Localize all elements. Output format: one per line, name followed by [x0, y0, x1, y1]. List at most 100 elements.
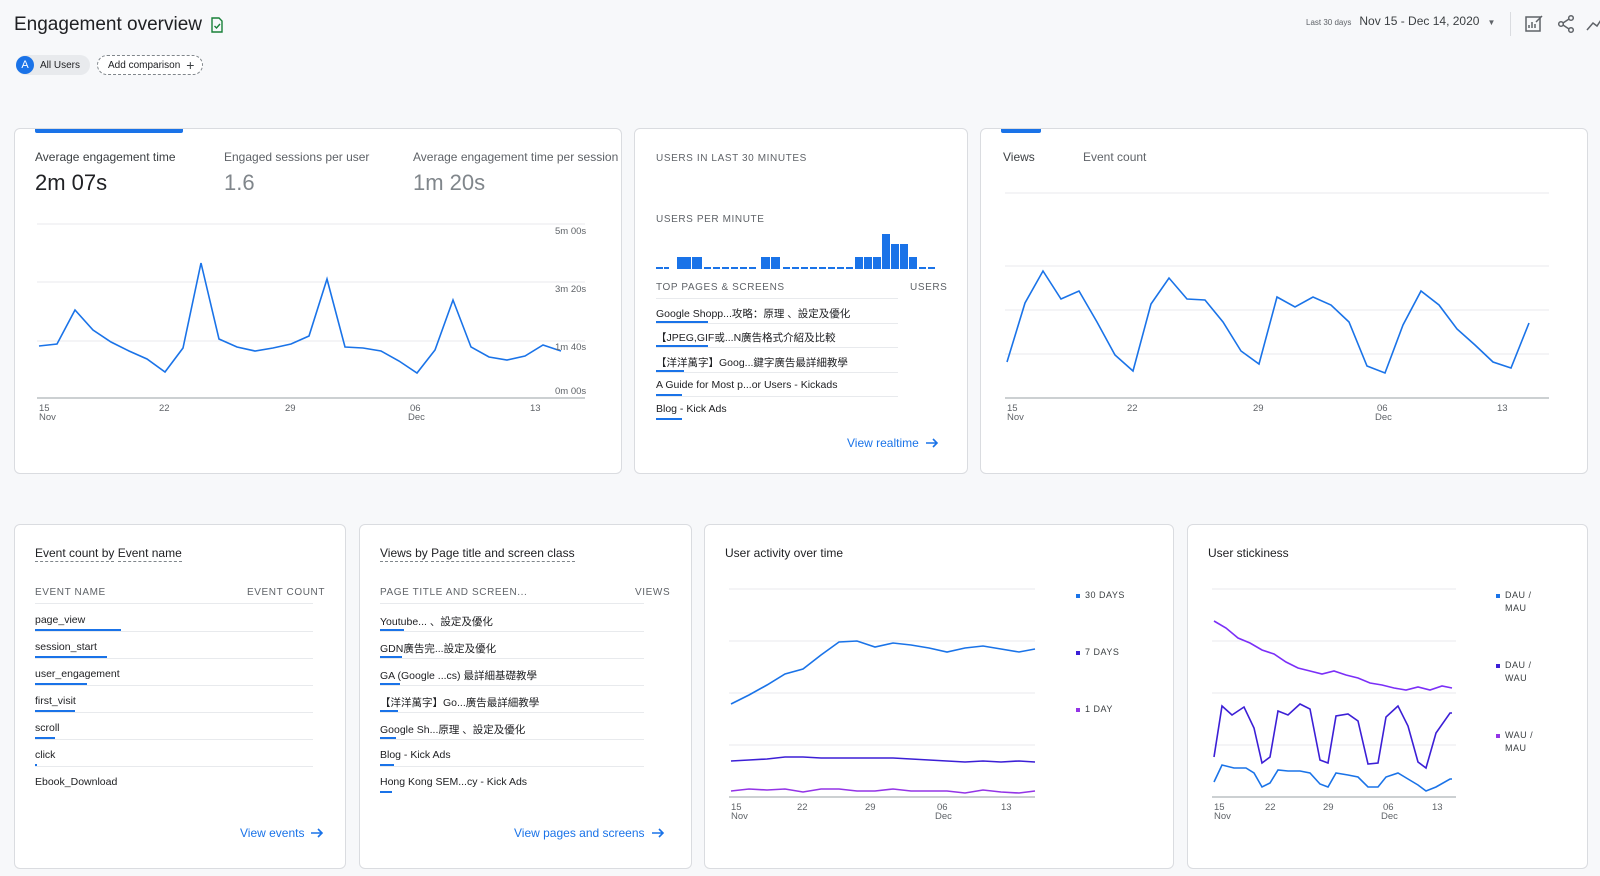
x-tick-month: Dec [1375, 412, 1392, 423]
views-card: Views Event count 15 Nov 22 29 06 Dec 13 [980, 128, 1588, 474]
x-tick: 22 [1127, 403, 1138, 414]
event-name-header: EVENT NAME [35, 587, 106, 598]
insights-icon[interactable] [1586, 14, 1600, 34]
legend-label: WAU / [1505, 730, 1534, 740]
page-row[interactable]: 【洋洋萬字】Go...廣告最詳細教學 [380, 697, 540, 709]
view-realtime-link[interactable]: View realtime [847, 436, 939, 450]
metric-label: Engaged sessions per user [224, 150, 370, 164]
legend-label: MAU [1505, 743, 1527, 753]
row-divider [656, 298, 898, 299]
x-tick: 06 [1377, 403, 1388, 414]
top-page-row[interactable]: 【洋洋萬字】Goog...鍵字廣告最詳細教學 [656, 357, 848, 369]
page-row[interactable]: Google Sh...原理 、設定及優化 [380, 724, 526, 736]
page-row[interactable]: Blog - Kick Ads [380, 749, 451, 761]
arrow-right-icon [311, 828, 324, 838]
row-divider [656, 372, 898, 373]
share-icon[interactable] [1556, 14, 1576, 34]
chevron-down-icon: ▼ [1487, 18, 1496, 27]
arrow-right-icon [925, 438, 938, 448]
row-bar [35, 656, 107, 658]
page-row[interactable]: Hong Kong SEM...cy - Kick Ads [380, 776, 528, 788]
top-pages-header: TOP PAGES & SCREENS [656, 282, 785, 293]
row-divider [380, 658, 644, 659]
card-title-metric[interactable]: Event count by [35, 546, 115, 562]
legend-label: 30 DAYS [1085, 590, 1125, 600]
x-tick: 13 [1001, 802, 1012, 813]
row-divider [35, 658, 313, 659]
row-divider [380, 712, 644, 713]
x-tick: 29 [1253, 403, 1264, 414]
x-tick: 15 [1214, 802, 1225, 813]
all-users-chip[interactable]: A All Users [16, 55, 91, 75]
realtime-card: USERS IN LAST 30 MINUTES USERS PER MINUT… [634, 128, 968, 474]
metric-engaged-sessions[interactable]: Engaged sessions per user 1.6 [224, 150, 369, 196]
metric-label: Average engagement time [35, 150, 176, 164]
row-bar [380, 656, 402, 658]
add-comparison-button[interactable]: Add comparison + [97, 55, 204, 75]
tab-event-count[interactable]: Event count [1083, 150, 1147, 164]
event-row[interactable]: click [35, 749, 56, 761]
event-row[interactable]: page_view [35, 614, 86, 626]
row-divider [380, 685, 644, 686]
top-page-row[interactable]: Google Shopp...攻略：原理 、設定及優化 [656, 308, 851, 320]
all-users-label: All Users [40, 59, 81, 71]
event-row[interactable]: user_engagement [35, 668, 120, 680]
event-row[interactable]: scroll [35, 722, 60, 734]
x-tick: 29 [285, 403, 296, 414]
users-column-header: USERS [910, 282, 948, 293]
engagement-time-chart: 5m 00s 3m 20s 1m 40s 0m 00s 15 Nov 22 29… [37, 223, 586, 423]
legend-item-30-days: 30 DAYS [1076, 589, 1125, 602]
link-label: View events [240, 826, 305, 840]
top-page-row[interactable]: Blog - Kick Ads [656, 403, 727, 415]
row-divider [35, 766, 313, 767]
legend-item-dau-mau: DAU / MAU [1496, 589, 1532, 615]
view-events-link[interactable]: View events [240, 826, 324, 840]
event-row[interactable]: first_visit [35, 695, 76, 707]
x-tick-month: Dec [1381, 811, 1398, 822]
row-bar [35, 710, 75, 712]
card-title-dimension[interactable]: Event name [117, 546, 182, 562]
series-7-days [730, 756, 1036, 763]
card-title: Event count by Event name [35, 546, 182, 562]
users-per-minute-chart [656, 234, 935, 269]
card-title-dimension[interactable]: Page title and screen class [431, 546, 575, 562]
metric-engagement-per-session[interactable]: Average engagement time per session 1m 2… [413, 150, 618, 196]
row-bar [380, 737, 396, 739]
toolbar-divider [1510, 12, 1511, 36]
event-count-card: Event count by Event name EVENT NAME EVE… [14, 524, 346, 869]
card-title-metric[interactable]: Views by [380, 546, 428, 562]
row-divider [35, 712, 313, 713]
x-tick: 13 [530, 403, 541, 414]
view-pages-link[interactable]: View pages and screens [514, 826, 665, 840]
user-activity-chart: 15 Nov 22 29 06 Dec 13 [729, 588, 1036, 822]
customize-report-icon[interactable] [1524, 14, 1544, 34]
page-row[interactable]: Youtube... 、設定及優化 [380, 616, 493, 628]
legend-item-dau-wau: DAU / WAU [1496, 659, 1532, 685]
card-title: User activity over time [725, 546, 844, 560]
top-page-row[interactable]: A Guide for Most p...or Users - Kickads [656, 379, 838, 391]
legend-label: 1 DAY [1085, 704, 1113, 714]
top-page-row[interactable]: 【JPEG,GIF或...N廣告格式介紹及比較 [656, 332, 836, 344]
plus-icon: + [186, 57, 195, 73]
metric-avg-engagement-time[interactable]: Average engagement time 2m 07s [35, 150, 176, 196]
views-by-page-card: Views by Page title and screen class PAG… [359, 524, 692, 869]
event-row[interactable]: Ebook_Download [35, 776, 118, 788]
engagement-card: Average engagement time 2m 07s Engaged s… [14, 128, 622, 474]
page-row[interactable]: GDN廣告完...設定及優化 [380, 643, 497, 655]
active-metric-indicator [1001, 129, 1041, 133]
x-tick-month: Dec [935, 811, 952, 822]
metric-label: Average engagement time per session [413, 150, 619, 164]
date-range-picker[interactable]: Last 30 days Nov 15 - Dec 14, 2020 ▼ [1306, 14, 1495, 28]
series-dau-mau [1213, 764, 1452, 792]
legend-label: MAU [1505, 603, 1527, 613]
page-row[interactable]: GA (Google ...cs) 最詳細基礎教學 [380, 670, 537, 682]
series-1-day [730, 788, 1036, 794]
tab-views[interactable]: Views [1003, 150, 1035, 164]
series-dau-wau [1213, 703, 1452, 770]
x-tick-month: Nov [39, 412, 56, 423]
legend-label: 7 DAYS [1085, 647, 1120, 657]
row-bar [656, 321, 708, 323]
link-label: View pages and screens [514, 826, 645, 840]
event-row[interactable]: session_start [35, 641, 97, 653]
row-bar [380, 791, 392, 793]
